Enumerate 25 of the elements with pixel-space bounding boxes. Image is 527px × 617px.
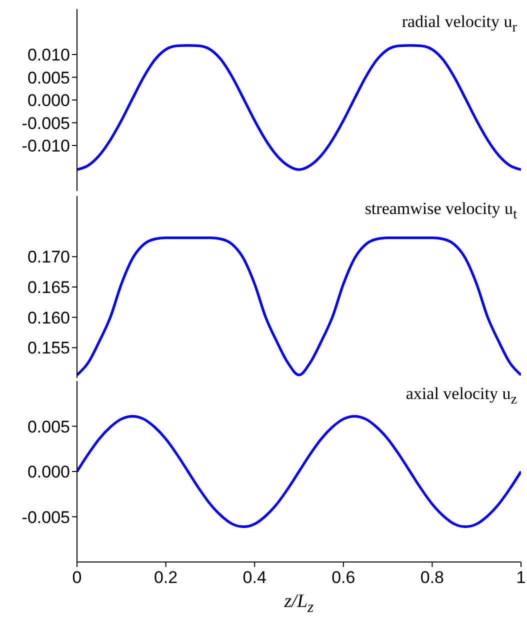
y-tick-label: -0.010 — [22, 136, 70, 156]
x-tick-label: 0.6 — [332, 568, 356, 588]
y-tick-label: 0.005 — [27, 68, 70, 88]
y-tick-label: 0.010 — [27, 46, 70, 65]
annotation: radial velocity u$_{r}$ — [402, 12, 517, 36]
x-tick-label: 0 — [72, 568, 82, 588]
x-tick-label: 0.2 — [154, 568, 178, 588]
y-tick-label: 0.160 — [27, 308, 70, 328]
x-axis-title: z/L$_{z}$ — [283, 591, 315, 617]
y-tick-label: 0.170 — [27, 248, 70, 267]
y-tick-label: -0.005 — [22, 508, 70, 527]
x-tick-label: 1 — [516, 568, 526, 588]
x-tick-label: 0.4 — [242, 568, 266, 588]
annotation: axial velocity u$_{z}$ — [406, 384, 517, 408]
annotation: streamwise velocity u$_{t}$ — [364, 199, 517, 224]
line-series — [77, 236, 521, 376]
line-series — [77, 414, 521, 528]
y-tick-label: -0.005 — [22, 114, 70, 133]
y-tick-label: 0.000 — [27, 462, 70, 482]
x-tick-label: 0.8 — [420, 568, 444, 588]
y-tick-label: 0.165 — [27, 278, 70, 298]
y-tick-label: 0.005 — [27, 417, 70, 436]
line-series — [77, 44, 521, 171]
y-tick-label: 0.000 — [27, 91, 70, 110]
y-tick-label: 0.155 — [27, 338, 70, 358]
